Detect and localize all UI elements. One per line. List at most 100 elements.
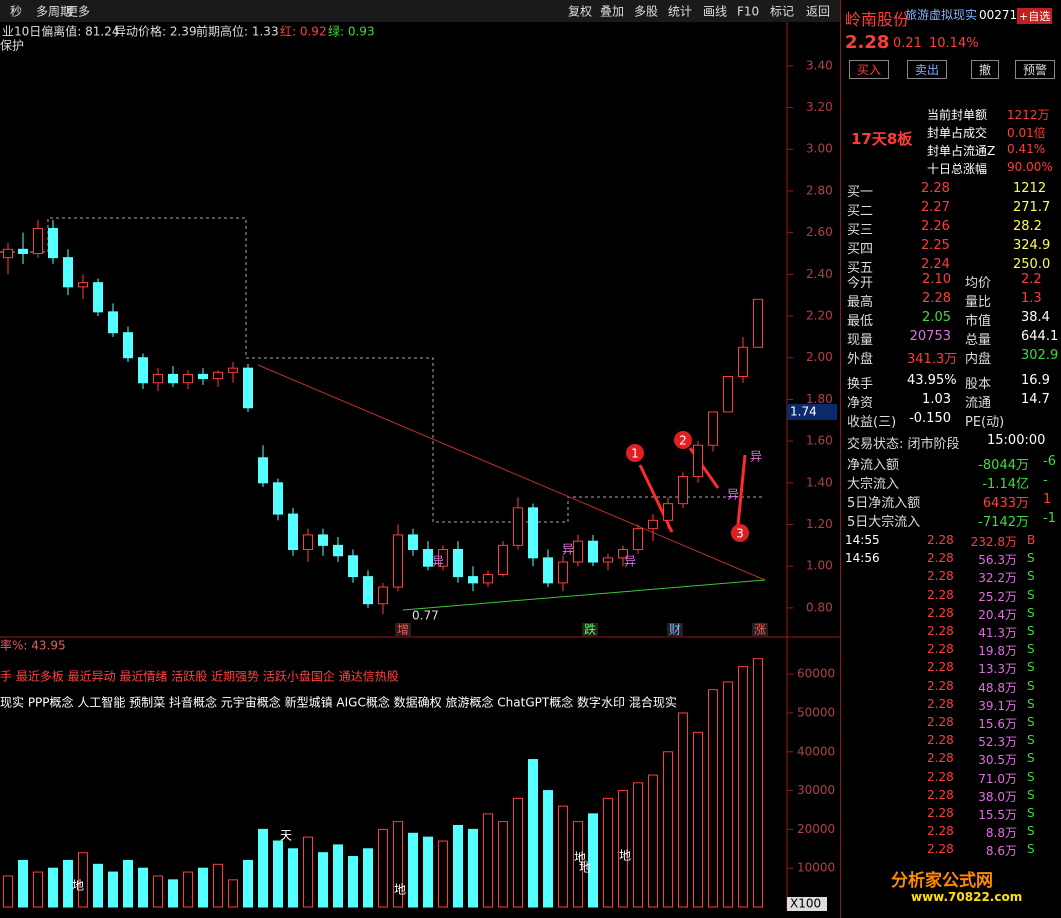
candle-body: [693, 444, 703, 478]
toolbar-button[interactable]: 复权: [568, 5, 592, 19]
toolbar-button[interactable]: 秒: [10, 5, 22, 19]
volume-unit: X100: [790, 897, 821, 911]
concepts-line: 现实 PPP概念 人工智能 预制菜 抖音概念 元宇宙概念 新型城镇 AIGC概念…: [0, 695, 677, 710]
stat-label: 最低: [847, 314, 874, 329]
trade-price: 2.28: [927, 678, 954, 693]
candle-body: [378, 586, 388, 605]
callout-circle: [626, 444, 644, 462]
candle-body: [198, 373, 208, 380]
candle-body: [723, 375, 733, 413]
volume-bar: [588, 813, 598, 908]
stat-label: PE(动): [965, 415, 1005, 430]
toolbar-button[interactable]: F10: [737, 5, 759, 19]
toolbar-button[interactable]: 叠加: [600, 5, 624, 19]
logo-url: www.70822.com: [911, 890, 1023, 904]
trade-button[interactable]: 买入: [849, 60, 890, 79]
tags-line: 手 最近多板 最近异动 最近情绪 活跃股 近期强势 活跃小盘国企 通达信热股: [0, 669, 399, 684]
book-level: 买三: [847, 223, 874, 238]
trade-volume: 8.8万: [985, 826, 1017, 841]
flow-value: -8044万: [978, 458, 1029, 473]
current-price-label: 1.74: [790, 404, 817, 418]
toolbar-button[interactable]: 多周期: [36, 5, 72, 19]
trade-button[interactable]: 撤: [971, 60, 1000, 79]
candle-body: [408, 534, 418, 551]
candle-body: [558, 561, 568, 584]
volume-bar: [153, 875, 163, 908]
volume-bar: [648, 774, 658, 908]
trade-side: S: [1027, 824, 1035, 839]
seal-value: 0.01倍: [1007, 126, 1046, 140]
toolbar-button[interactable]: 标记: [770, 5, 794, 19]
trade-button[interactable]: 卖出: [907, 60, 948, 79]
volume-bar: [423, 836, 433, 908]
toolbar-button[interactable]: 多股: [634, 5, 658, 19]
toolbar-button[interactable]: 更多: [66, 5, 90, 19]
toolbar-button[interactable]: 画线: [703, 5, 727, 19]
y-tick-label: 1.00: [806, 559, 833, 573]
stock-tag: 旅游虚拟现实: [905, 8, 978, 22]
indicator-text: 保护: [0, 39, 24, 53]
candle-body: [588, 540, 598, 563]
candle-body: [738, 346, 748, 377]
volume-bar: [303, 836, 313, 908]
stat-value: -0.150: [909, 411, 951, 426]
candle-body: [363, 576, 373, 605]
trade-price: 2.28: [927, 769, 954, 784]
trade-side: S: [1027, 769, 1035, 784]
trade-button[interactable]: 预警: [1015, 60, 1056, 79]
callout-circle: [731, 524, 749, 542]
candle-body: [183, 373, 193, 384]
yi-label: 异: [624, 555, 636, 569]
trade-side: S: [1027, 605, 1035, 620]
candle-body: [93, 282, 103, 313]
callout-number: 3: [736, 527, 744, 541]
toolbar-button[interactable]: 统计: [668, 5, 692, 19]
candle-body: [168, 373, 178, 384]
volume-bar: [123, 859, 133, 908]
volume-bar: [603, 797, 613, 908]
flow-extra: -1: [1043, 511, 1056, 526]
book-price: 2.26: [921, 219, 950, 234]
trade-side: S: [1027, 806, 1035, 820]
flow-extra: -: [1043, 473, 1048, 488]
indicator-text: 前期高位: 1.33: [196, 24, 279, 39]
trade-side: S: [1027, 751, 1035, 766]
toolbar: [0, 0, 840, 22]
trade-price: 2.28: [927, 642, 954, 657]
callout-number: 1: [631, 447, 639, 461]
trade-price: 2.28: [927, 624, 954, 638]
volume-bar: [453, 825, 463, 908]
stat-value: 1.3: [1021, 291, 1042, 306]
volume-bar: [48, 867, 58, 908]
candle-body: [153, 373, 163, 384]
flow-extra: -6: [1043, 454, 1056, 469]
event-marker: 跌: [584, 622, 596, 637]
candle-body: [678, 476, 688, 505]
candle-body: [33, 227, 43, 254]
book-level: 买二: [847, 204, 874, 219]
volume-bar: [213, 863, 223, 908]
trade-price: 2.28: [927, 605, 954, 620]
candle-body: [708, 411, 718, 446]
flow-value: -7142万: [978, 515, 1029, 530]
trade-volume: 19.8万: [978, 644, 1017, 659]
seal-label: 封单占成交: [927, 126, 988, 140]
stat-value: 2.2: [1021, 272, 1042, 287]
book-price: 2.27: [921, 200, 950, 215]
stat-value: 2.05: [922, 310, 951, 325]
toolbar-button[interactable]: 返回: [806, 5, 830, 19]
candle-body: [468, 576, 478, 584]
callout-circle: [674, 431, 692, 449]
candle-body: [288, 513, 298, 551]
add-button[interactable]: +自选: [1017, 8, 1053, 24]
volume-bar: [3, 875, 13, 908]
book-volume: 324.9: [1013, 238, 1051, 253]
yi-label: 异: [562, 543, 574, 557]
stat-label: 均价: [965, 276, 992, 291]
y-tick-label: 1.60: [806, 434, 833, 448]
quote-panel: 岭南股份 旅游虚拟现实 00271 +自选 2.28 0.21 10.14% 买入 卖出撤预警 1…: [840, 0, 1061, 918]
volume-label: 地: [72, 879, 84, 893]
candle-body: [213, 371, 223, 380]
trade-time: 14:55: [845, 533, 880, 547]
flow-label: 5日大宗流入: [847, 515, 921, 530]
